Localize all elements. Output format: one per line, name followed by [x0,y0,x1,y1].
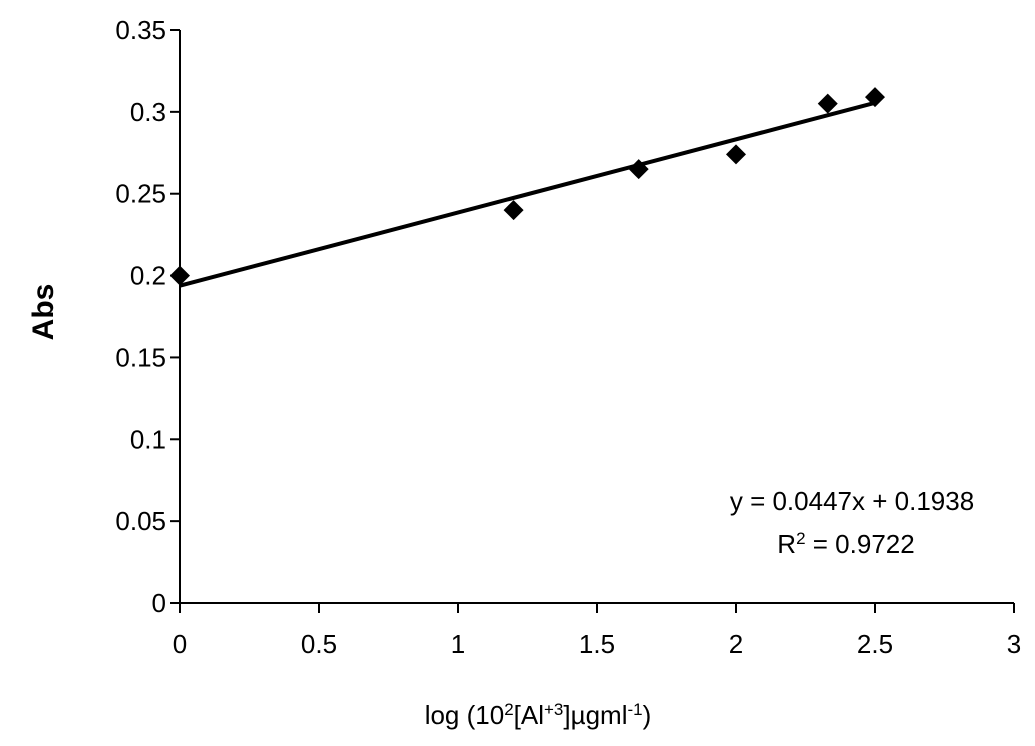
x-axis-title-mid2: ]µgml [563,700,627,730]
plot-area [179,30,1014,604]
x-axis-title-sup1: 2 [504,700,513,719]
x-axis-ticks: 0 0.5 1 1.5 2 2.5 3 [173,603,1021,659]
data-point-diamond [503,200,524,221]
trendline [179,100,876,288]
data-point-diamond [726,144,746,165]
data-point-diamond [817,93,838,114]
x-tick-label: 0 [173,629,187,659]
x-tick-label: 3 [1007,629,1021,659]
data-point-diamond [865,87,885,108]
y-tick-label: 0.35 [115,15,166,45]
r-squared-sup: 2 [796,529,805,548]
x-axis-title-suffix: ) [643,700,652,730]
y-tick-label: 0.15 [115,342,166,372]
y-axis-title: Abs [27,284,60,341]
y-tick-label: 0.25 [115,179,166,209]
x-axis-title-prefix: log (10 [425,700,505,730]
y-tick-label: 0.3 [130,97,166,127]
x-tick-label: 2 [729,629,743,659]
y-tick-label: 0.1 [130,424,166,454]
y-tick-label: 0 [152,588,166,618]
trendline-equation: y = 0.0447x + 0.1938 [730,486,974,516]
r-squared-prefix: R [777,529,796,559]
y-tick-label: 0.05 [115,506,166,536]
x-axis-title: log (102[Al+3]µgml-1) [425,700,652,731]
data-points [170,87,885,288]
x-axis-title-mid: [Al [514,700,544,730]
x-axis-title-sup3: -1 [628,700,643,719]
x-axis-title-sup2: +3 [544,700,563,719]
x-tick-label: 1.5 [579,629,615,659]
r-squared-value: = 0.9722 [806,529,915,559]
x-tick-label: 2.5 [857,629,893,659]
trendline-r-squared: R2 = 0.9722 [777,529,914,560]
y-tick-label: 0.2 [130,261,166,291]
y-axis-ticks: 0 0.05 0.1 0.15 0.2 0.25 0.3 0.35 [115,15,180,618]
data-point-diamond [170,265,190,286]
x-tick-label: 0.5 [301,629,337,659]
x-tick-label: 1 [451,629,465,659]
data-point-diamond [628,159,649,180]
